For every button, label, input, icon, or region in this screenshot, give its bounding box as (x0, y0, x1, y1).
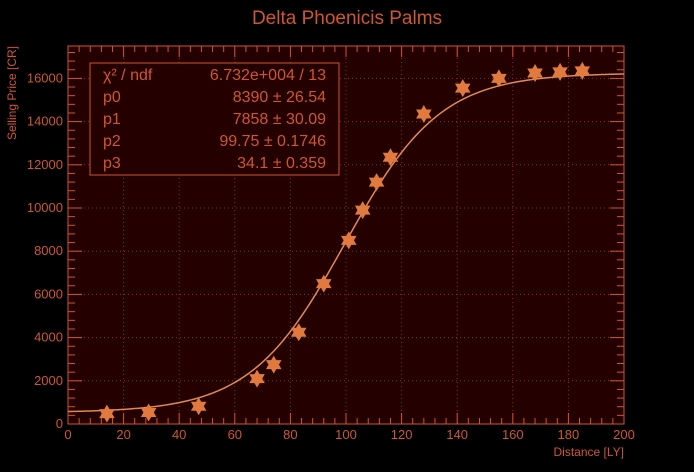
star-triangle-down (99, 409, 115, 423)
stats-row-label: p1 (103, 111, 121, 128)
data-point (315, 274, 332, 293)
data-point (265, 355, 282, 374)
stats-row-label: p3 (103, 155, 121, 172)
y-tick-label: 14000 (27, 114, 63, 129)
stats-row-value: 34.1 ± 0.359 (237, 155, 326, 172)
stats-row-value: 6.732e+004 / 13 (210, 67, 326, 84)
y-tick-label: 16000 (27, 70, 63, 85)
data-point (249, 369, 265, 388)
y-axis-label: Selling Price [CR] (5, 46, 19, 140)
y-tick-label: 0 (56, 416, 63, 431)
stats-row-value: 7858 ± 30.09 (233, 111, 326, 128)
axes: 0 20 40 60 80 100 120 140 160 180 2000200040006000… (27, 46, 635, 442)
y-tick-label: 12000 (27, 157, 63, 172)
star-triangle-down (527, 68, 543, 82)
x-tick-label: 100 (335, 427, 357, 442)
star-triangle-down (354, 205, 371, 220)
x-tick-label: 160 (502, 427, 524, 442)
stats-box: χ² / ndf 6.732e+004 / 13 p0 8390 ± 26.54 p1 7… (89, 62, 340, 176)
x-tick-label: 140 (446, 427, 468, 442)
data-point (527, 64, 543, 82)
data-point (552, 62, 568, 81)
star-triangle-down (552, 67, 568, 81)
x-tick-label: 120 (391, 427, 413, 442)
x-tick-label: 40 (172, 427, 186, 442)
stats-row-value: 99.75 ± 0.1746 (219, 133, 326, 150)
star-triangle-down (491, 73, 507, 88)
star-triangle-down (315, 279, 332, 293)
stats-row-label: p0 (103, 89, 121, 106)
y-tick-label: 2000 (34, 373, 63, 388)
star-triangle-down (290, 327, 307, 342)
star-triangle-down (416, 109, 432, 124)
x-tick-label: 180 (558, 427, 580, 442)
data-point (491, 69, 507, 88)
star-triangle-down (340, 235, 357, 250)
star-triangle-down (574, 66, 591, 80)
data-point (574, 61, 591, 80)
x-tick-label: 0 (64, 427, 71, 442)
data-point (382, 148, 399, 167)
data-point (454, 79, 471, 98)
chart-title: Delta Phoenicis Palms (252, 8, 442, 29)
data-point (140, 403, 157, 422)
y-tick-label: 4000 (34, 330, 63, 345)
stats-rows: χ² / ndf 6.732e+004 / 13 p0 8390 ± 26.54 p1 7… (103, 67, 326, 172)
star-triangle-down (382, 152, 399, 167)
x-tick-label: 80 (283, 427, 297, 442)
y-tick-label: 10000 (27, 200, 63, 215)
x-tick-label: 20 (116, 427, 130, 442)
star-triangle-down (454, 83, 471, 98)
stats-row-label: p2 (103, 133, 121, 150)
data-point (416, 105, 432, 124)
x-tick-label: 60 (228, 427, 242, 442)
stats-row-value: 8390 ± 26.54 (233, 89, 326, 106)
star-triangle-down (249, 374, 265, 388)
data-point (368, 173, 385, 192)
data-points (99, 61, 591, 423)
data-point (340, 231, 357, 250)
stats-row-label: χ² / ndf (103, 67, 153, 84)
star-triangle-down (190, 401, 207, 416)
star-triangle-down (265, 360, 282, 374)
data-point (290, 323, 307, 342)
x-axis-label: Distance [LY] (554, 445, 624, 459)
stats-box-frame (89, 62, 340, 176)
data-point (99, 404, 115, 423)
y-tick-label: 6000 (34, 286, 63, 301)
y-tick-label: 8000 (34, 243, 63, 258)
x-tick-label: 200 (613, 427, 635, 442)
star-triangle-down (140, 408, 157, 422)
data-point (354, 201, 371, 220)
star-triangle-down (368, 177, 385, 192)
data-point (190, 397, 207, 416)
